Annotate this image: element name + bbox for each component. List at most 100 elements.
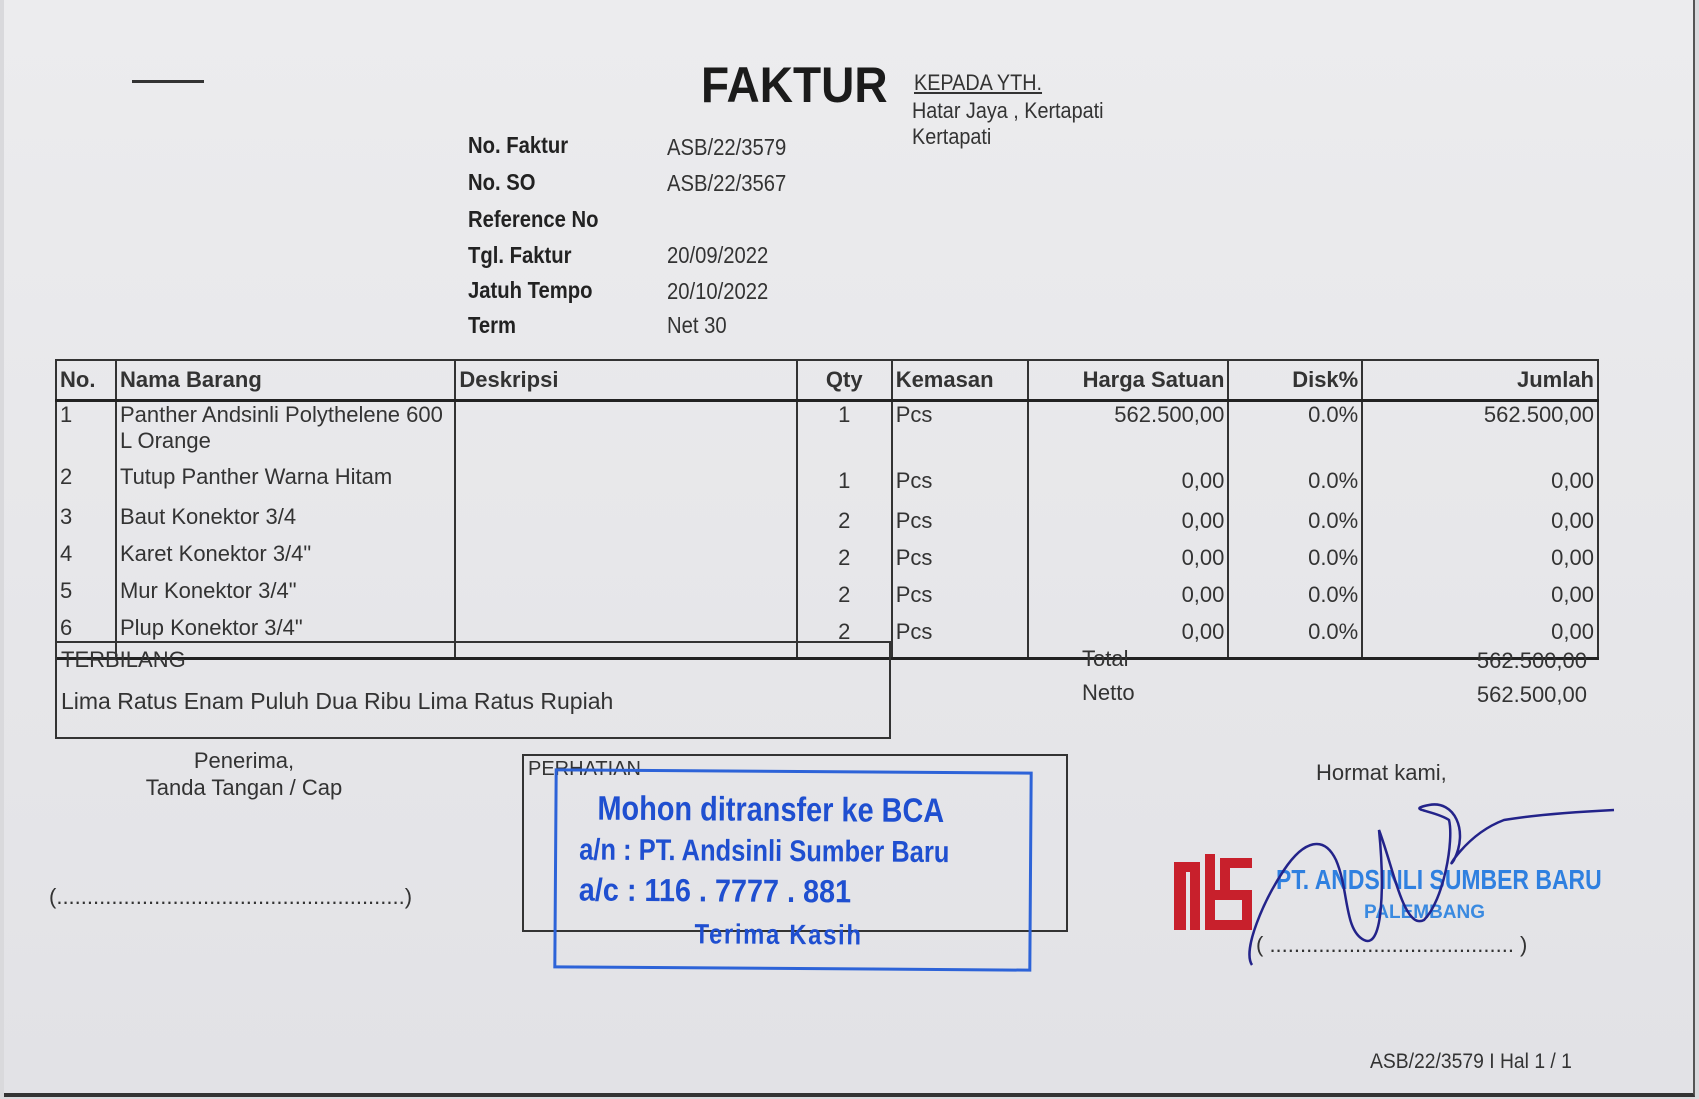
netto-label: Netto	[1082, 680, 1135, 705]
total-value: 562.500,00	[1476, 648, 1587, 673]
row-no: 2	[55, 464, 117, 504]
row-no: 5	[55, 578, 117, 615]
row-price: 0,00	[1026, 615, 1230, 660]
receiver-line1: Penerima,	[193, 748, 295, 773]
table-row: 3 Baut Konektor 3/4 2 Pcs 0,00 0.0% 0,00	[55, 504, 1599, 541]
row-total: 562.500,00	[1361, 400, 1599, 464]
table-row: 4 Karet Konektor 3/4" 2 Pcs 0,00 0.0% 0,00	[55, 541, 1599, 578]
table-header: No. Nama Barang Deskripsi Qty Kemasan Ha…	[55, 359, 1599, 402]
col-name: Nama Barang	[114, 359, 457, 402]
stamp-line4: Terima Kasih	[694, 918, 863, 951]
row-disc: 0.0%	[1227, 464, 1364, 504]
col-no: No.	[55, 359, 117, 402]
stamp-line1: Mohon ditransfer ke BCA	[597, 789, 945, 831]
row-desc	[454, 615, 798, 660]
meta-value: ASB/22/3579	[667, 134, 787, 160]
meta-label: No. Faktur	[468, 132, 569, 158]
row-total: 0,00	[1361, 464, 1599, 504]
terbilang-box: TERBILANG Lima Ratus Enam Puluh Dua Ribu…	[55, 641, 891, 739]
row-qty: 1	[795, 464, 893, 504]
row-total: 0,00	[1361, 615, 1599, 660]
row-qty: 2	[795, 504, 893, 541]
row-qty: 2	[795, 615, 893, 660]
row-qty: 1	[795, 400, 893, 464]
closing-text: Hormat kami,	[1316, 760, 1447, 785]
row-desc	[454, 541, 798, 578]
row-unit: Pcs	[890, 464, 1029, 504]
recipient-address: Hatar Jaya , Kertapati	[912, 98, 1104, 123]
meta-label: No. SO	[468, 169, 536, 195]
row-price: 0,00	[1026, 578, 1230, 615]
row-name: Tutup Panther Warna Hitam	[114, 464, 457, 504]
row-desc	[454, 578, 798, 615]
row-name: Baut Konektor 3/4	[114, 504, 457, 541]
row-qty: 2	[795, 578, 893, 615]
row-price: 0,00	[1026, 541, 1230, 578]
meta-value: 20/10/2022	[667, 278, 769, 304]
mark-dash	[132, 80, 204, 83]
row-unit: Pcs	[890, 541, 1029, 578]
meta-value: Net 30	[667, 312, 727, 338]
stamp-line2: a/n : PT. Andsinli Sumber Baru	[579, 833, 950, 870]
row-unit: Pcs	[890, 504, 1029, 541]
meta-label: Term	[468, 312, 517, 338]
signature	[1248, 803, 1615, 966]
meta-label: Tgl. Faktur	[468, 242, 572, 268]
col-price: Harga Satuan	[1026, 359, 1230, 402]
row-desc	[454, 464, 798, 504]
meta-value: ASB/22/3567	[667, 170, 787, 196]
netto-value: 562.500,00	[1476, 682, 1587, 707]
total-label: Total	[1082, 646, 1129, 671]
company-stamp-name: PT. ANDSINLI SUMBER BARU	[1276, 864, 1602, 895]
sender-sign-line: ( ......................................…	[1256, 932, 1528, 957]
table-row: 1 Panther Andsinli Polythelene 600 L Oran…	[55, 400, 1599, 464]
meta-value: 20/09/2022	[667, 242, 769, 268]
col-disc: Disk%	[1227, 359, 1364, 402]
company-logo-icon	[1174, 854, 1252, 930]
row-name: Plup Konektor 3/4"	[114, 615, 457, 660]
row-name: Panther Andsinli Polythelene 600 L Orang…	[114, 400, 457, 464]
row-disc: 0.0%	[1227, 541, 1364, 578]
terbilang-label: TERBILANG	[61, 647, 186, 672]
row-qty: 2	[795, 541, 893, 578]
row-name: Mur Konektor 3/4"	[114, 578, 457, 615]
row-total: 0,00	[1361, 541, 1599, 578]
row-disc: 0.0%	[1227, 578, 1364, 615]
row-no: 6	[55, 615, 117, 660]
row-unit: Pcs	[890, 400, 1029, 464]
table-row: 6 Plup Konektor 3/4" 2 Pcs 0,00 0.0% 0,00	[55, 615, 1599, 660]
row-no: 1	[55, 400, 117, 464]
terbilang-text: Lima Ratus Enam Puluh Dua Ribu Lima Ratu…	[61, 688, 614, 714]
row-name: Karet Konektor 3/4"	[114, 541, 457, 578]
row-price: 0,00	[1026, 504, 1230, 541]
meta-label: Jatuh Tempo	[468, 277, 593, 303]
receiver-sign-line: (.......................................…	[49, 884, 413, 909]
row-total: 0,00	[1361, 578, 1599, 615]
perhatian-box: PERHATIAN	[522, 754, 1068, 932]
stamp-account: a/c : 116 . 7777 . 881	[578, 871, 852, 910]
table-row: 2 Tutup Panther Warna Hitam 1 Pcs 0,00 0.0% 0,…	[55, 464, 1599, 504]
row-no: 3	[55, 504, 117, 541]
recipient-heading: KEPADA YTH.	[914, 70, 1043, 95]
col-unit: Kemasan	[890, 359, 1029, 402]
col-qty: Qty	[795, 359, 893, 402]
row-price: 0,00	[1026, 464, 1230, 504]
row-disc: 0.0%	[1227, 615, 1364, 660]
perhatian-label: PERHATIAN	[528, 758, 641, 780]
row-disc: 0.0%	[1227, 400, 1364, 464]
row-unit: Pcs	[890, 578, 1029, 615]
company-stamp-city: PALEMBANG	[1364, 902, 1486, 923]
table-row: 5 Mur Konektor 3/4" 2 Pcs 0,00 0.0% 0,00	[55, 578, 1599, 615]
row-no: 4	[55, 541, 117, 578]
invoice-title: FAKTUR	[701, 57, 888, 113]
row-unit: Pcs	[890, 615, 1029, 660]
col-total: Jumlah	[1361, 359, 1599, 402]
recipient-city: Kertapati	[912, 124, 992, 149]
receiver-line2: Tanda Tangan / Cap	[145, 775, 343, 800]
row-price: 562.500,00	[1026, 400, 1230, 464]
row-desc	[454, 504, 798, 541]
bank-transfer-stamp: Mohon ditransfer ke BCA a/n : PT. Andsin…	[553, 768, 1033, 972]
meta-label: Reference No	[468, 206, 599, 232]
row-disc: 0.0%	[1227, 504, 1364, 541]
invoice-paper: FAKTUR KEPADA YTH. Hatar Jaya , Kertapat…	[4, 0, 1695, 1097]
